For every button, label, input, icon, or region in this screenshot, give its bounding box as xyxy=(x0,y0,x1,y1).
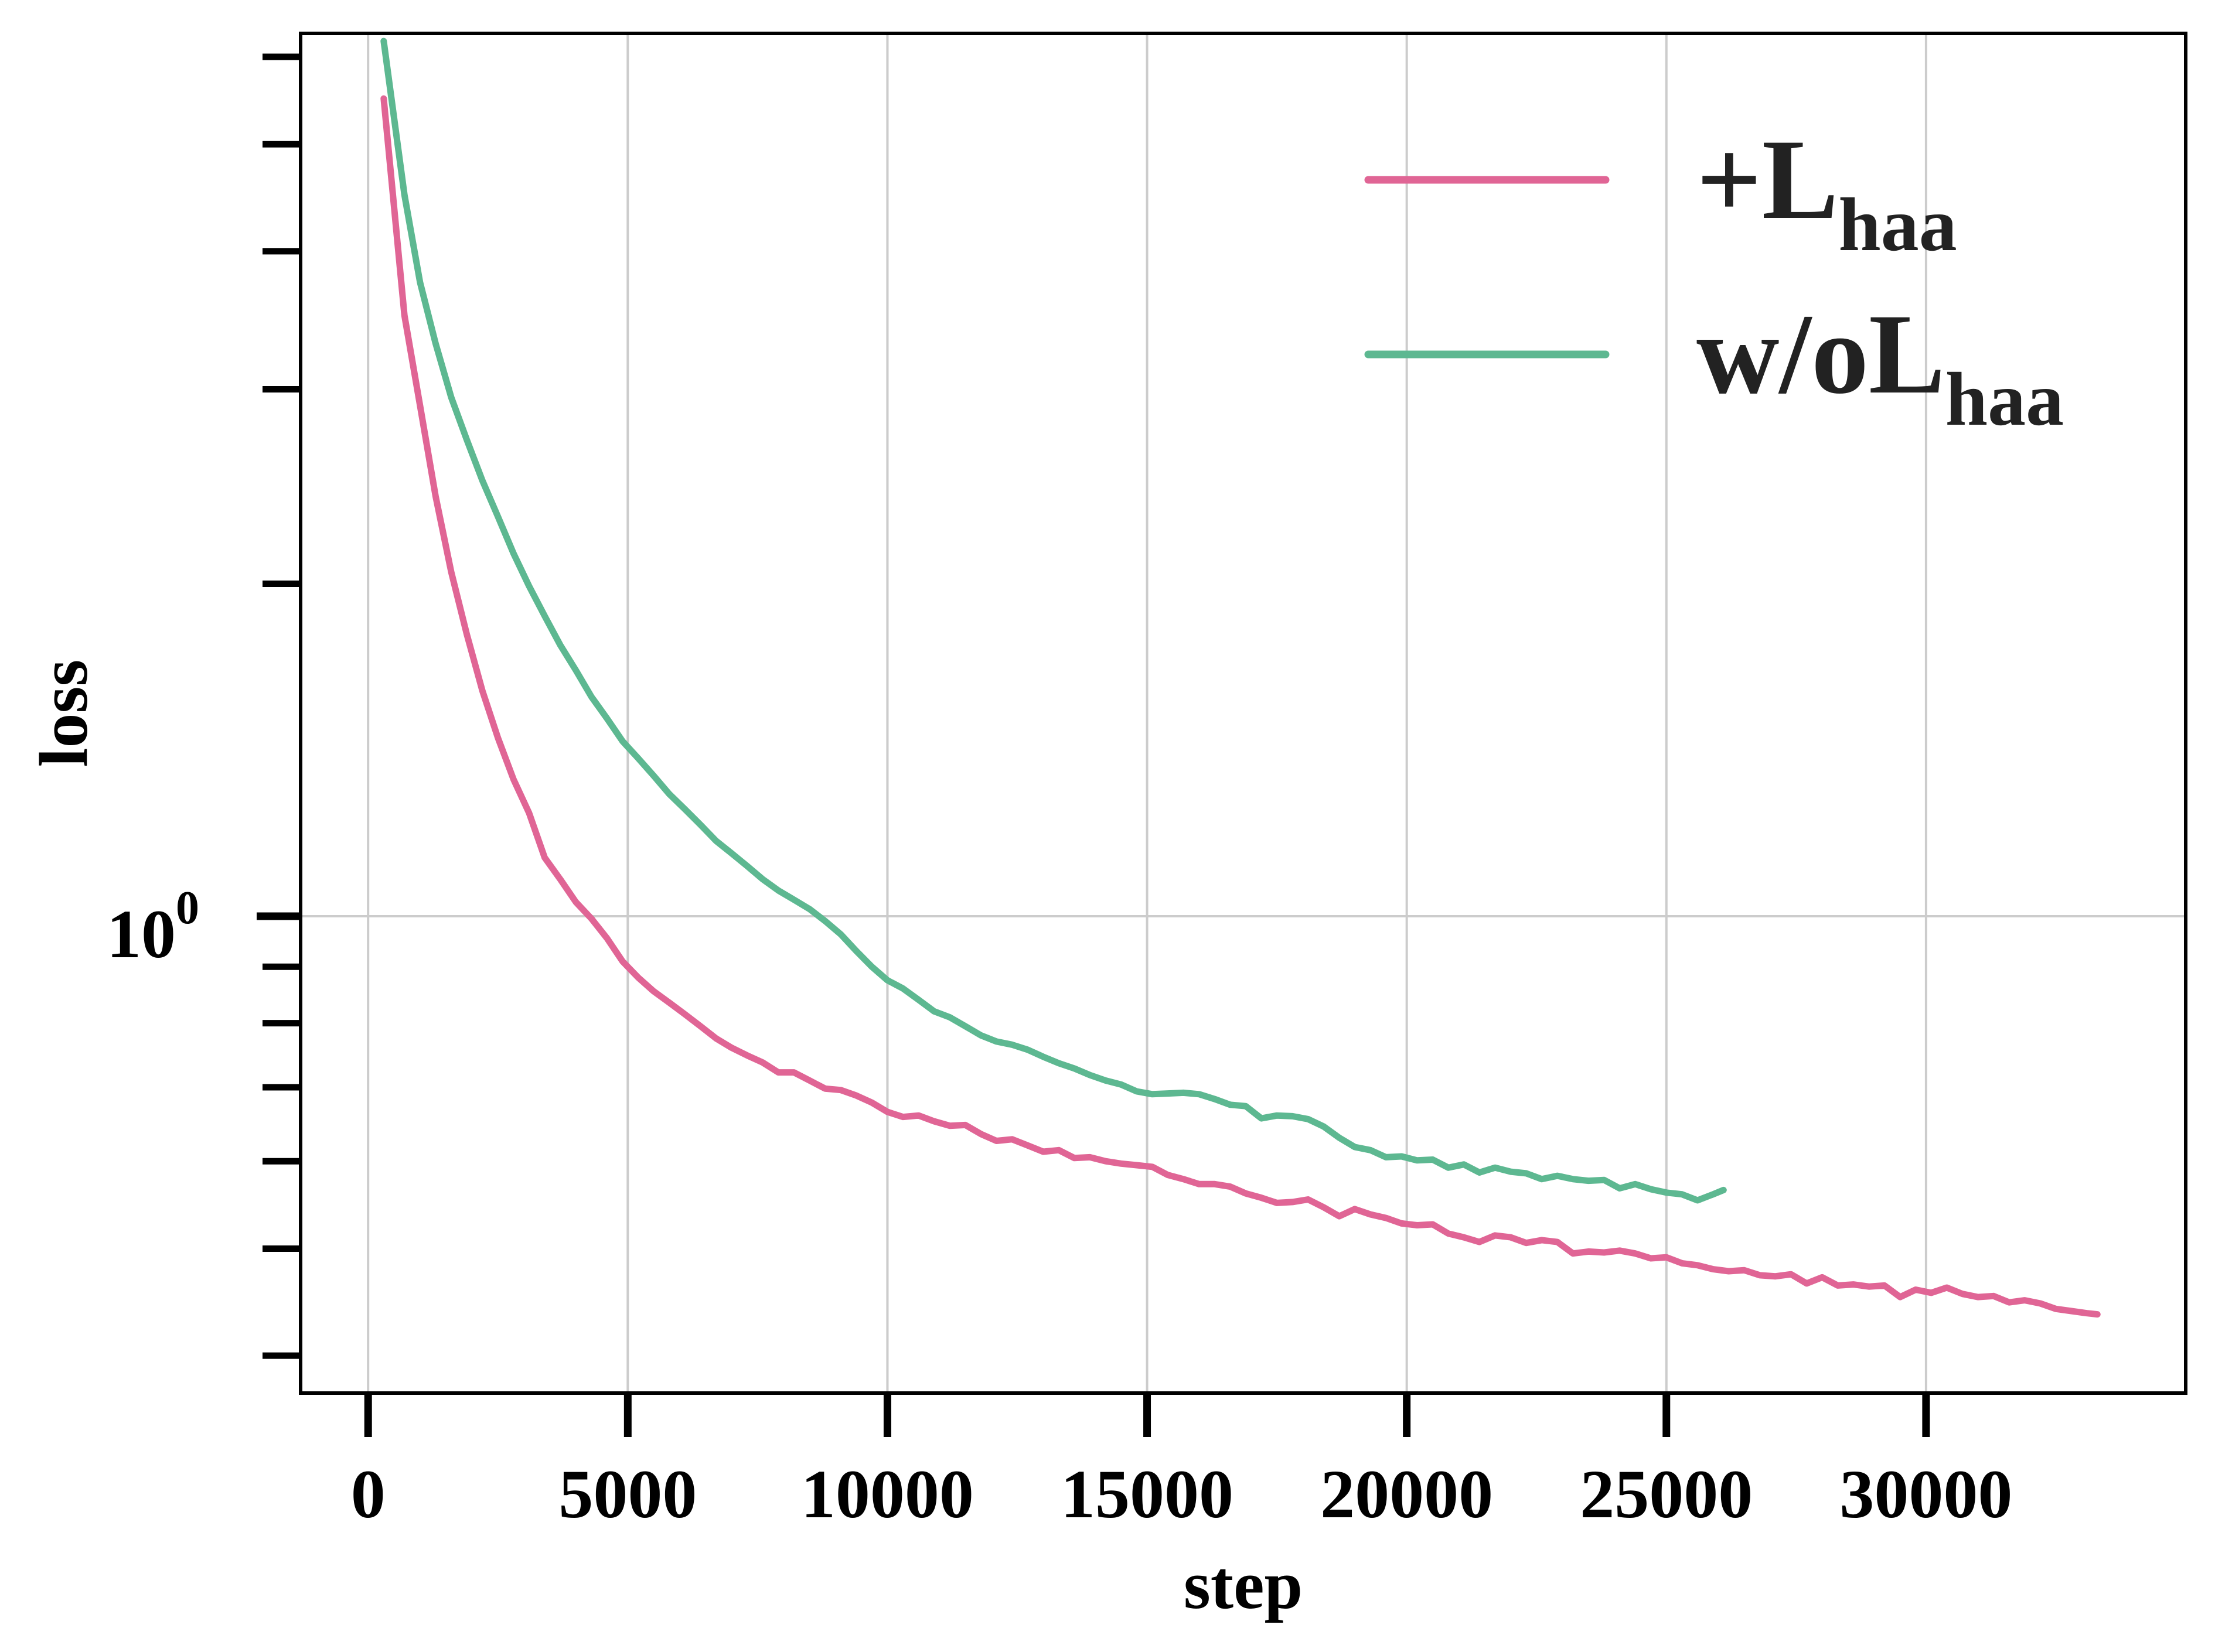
grid-lines xyxy=(301,33,2186,1393)
y-tick-label: 100 xyxy=(107,882,199,972)
series-lines xyxy=(380,37,2101,1318)
series-line-2 xyxy=(380,37,1727,1204)
x-tick-label: 5000 xyxy=(558,1456,697,1532)
x-tick-label: 15000 xyxy=(1061,1456,1233,1532)
legend-label-1: +Lhaa xyxy=(1696,116,1957,267)
legend-label-2: w/oLhaa xyxy=(1696,291,2064,442)
x-tick-label: 30000 xyxy=(1839,1456,2012,1532)
x-axis-ticks: 0 5000 10000 15000 20000 25000 30000 xyxy=(351,1393,2012,1532)
legend: +Lhaa w/oLhaa xyxy=(1364,116,2064,442)
x-tick-label: 0 xyxy=(351,1456,386,1532)
y-axis-ticks: 100 xyxy=(107,53,301,1359)
x-tick-label: 25000 xyxy=(1580,1456,1753,1532)
x-tick-label: 10000 xyxy=(801,1456,974,1532)
x-tick-label: 20000 xyxy=(1320,1456,1493,1532)
series-line-1 xyxy=(380,95,2101,1318)
x-axis-title: step xyxy=(1184,1547,1303,1623)
plot-frame xyxy=(299,32,2187,1395)
y-axis-title: loss xyxy=(25,660,102,767)
